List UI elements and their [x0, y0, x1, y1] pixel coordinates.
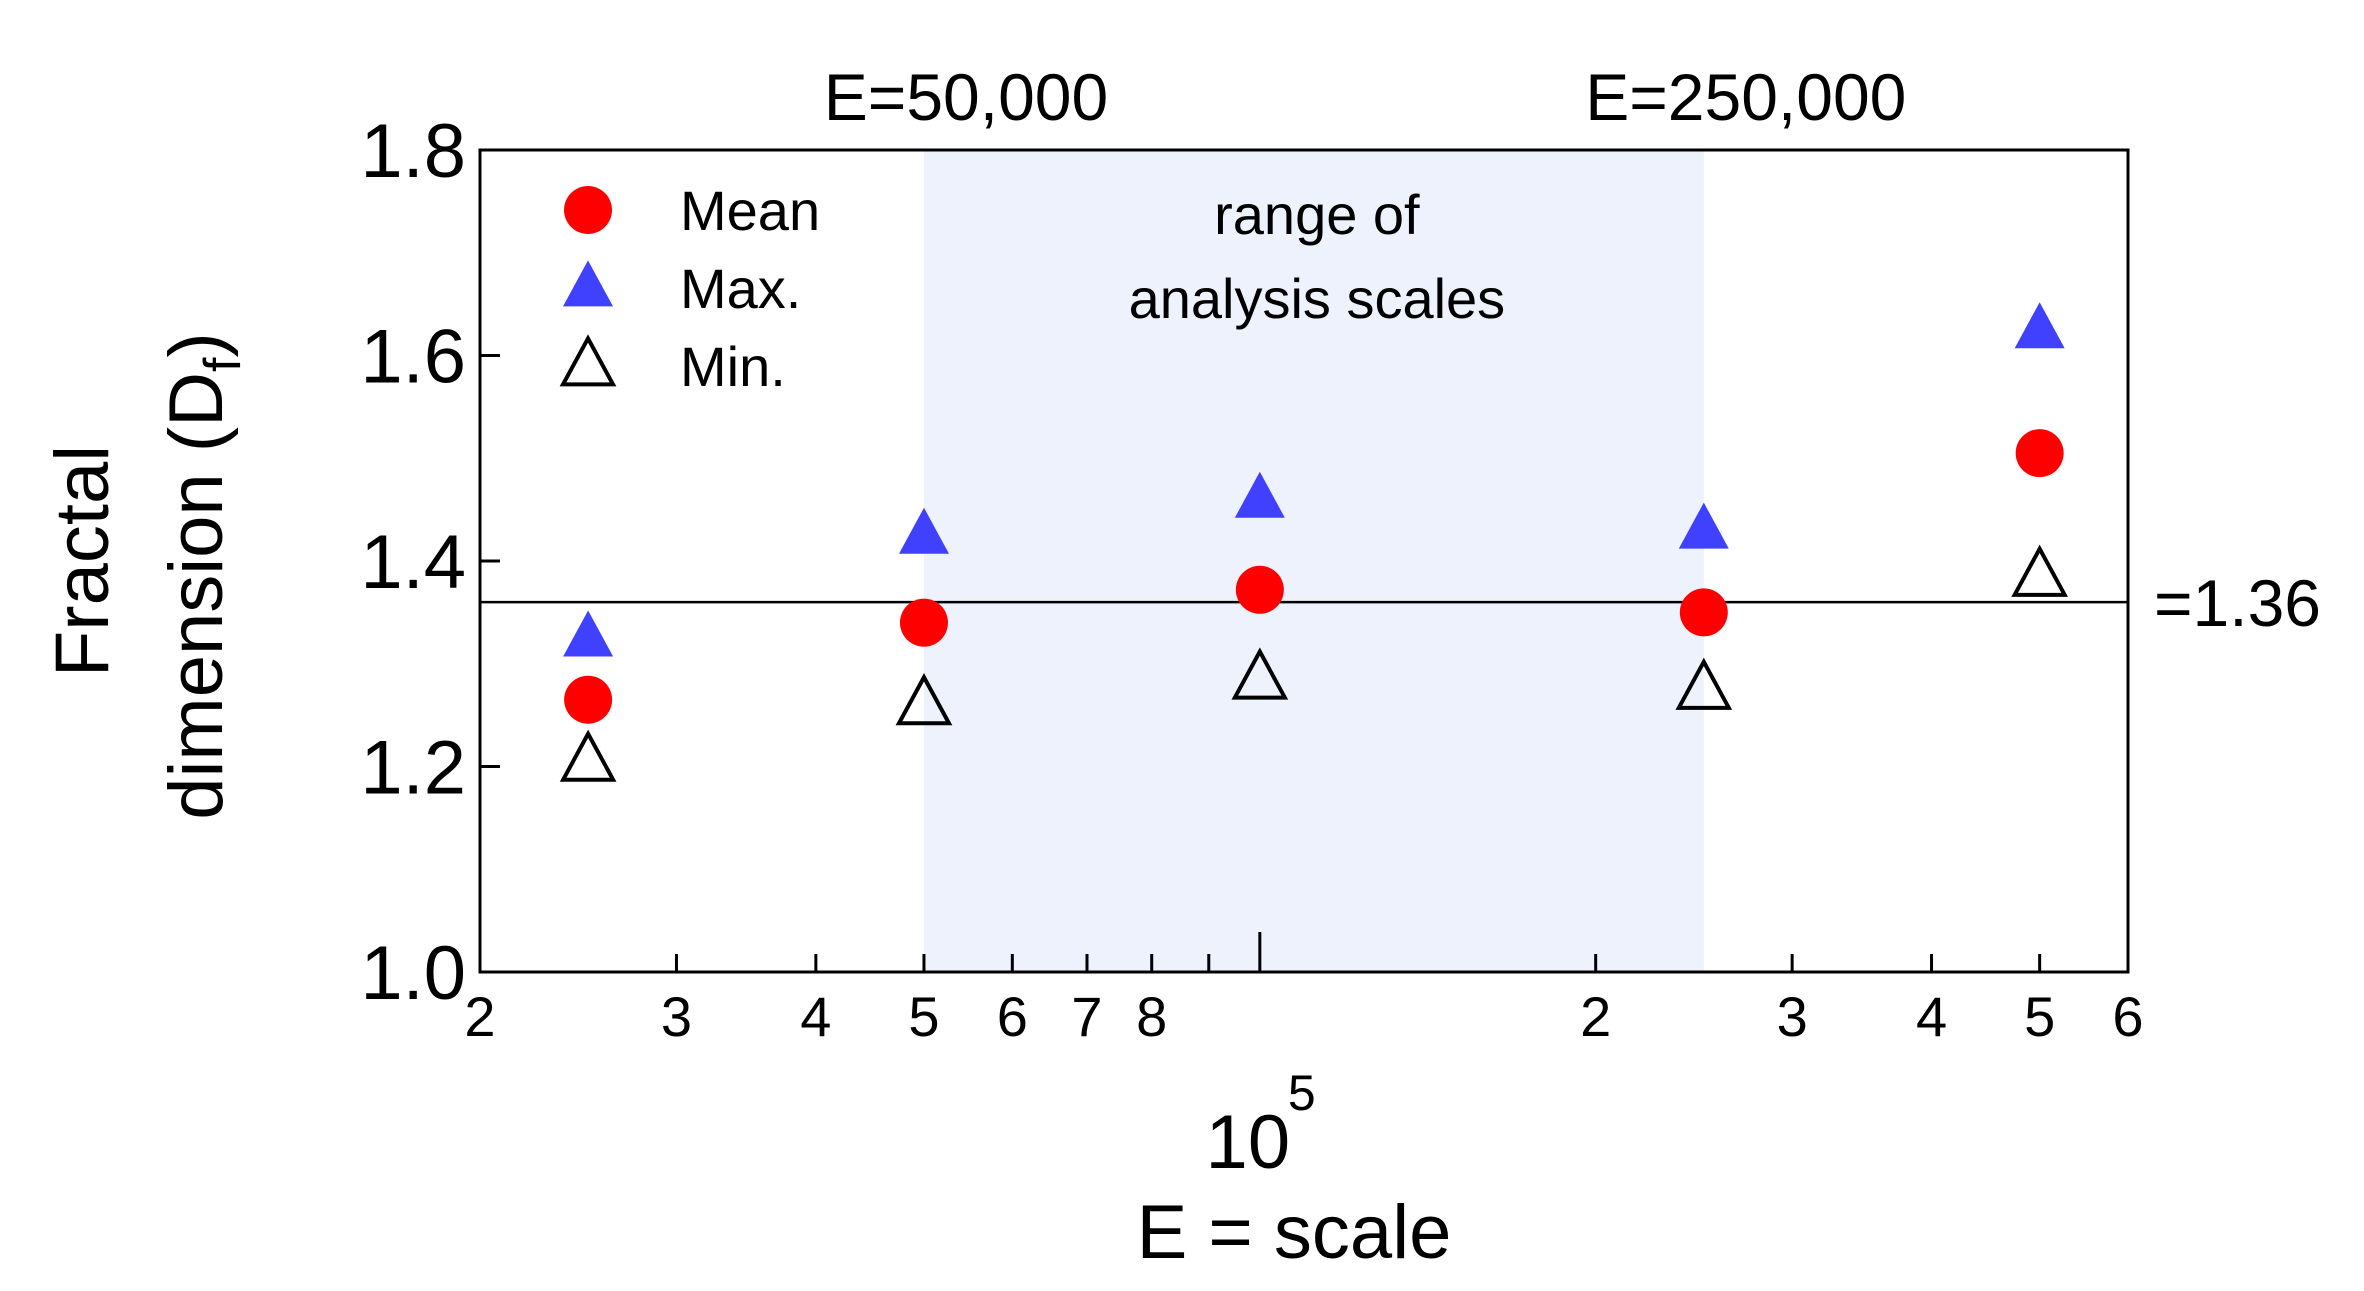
top-scale-label: E=250,000	[1585, 60, 1906, 134]
x-tick-label: 2	[464, 985, 495, 1048]
min-point	[895, 673, 953, 726]
legend-label-max: Max.	[680, 257, 801, 320]
y-axis-label-line1: Fractal	[40, 445, 125, 677]
y-axis-label-subscript: f	[194, 357, 252, 372]
x-decade-label: 10 5	[1206, 1065, 1316, 1185]
legend-marker-min	[559, 334, 617, 387]
range-label-line2: analysis scales	[1129, 267, 1506, 330]
x-tick-label: 5	[2024, 985, 2055, 1048]
max-point	[898, 507, 949, 554]
x-axis-label: E = scale	[1137, 1190, 1452, 1275]
range-label-line1: range of	[1214, 183, 1420, 246]
min-point	[1231, 647, 1289, 700]
legend-marker-mean	[564, 186, 612, 234]
mean-point	[899, 598, 948, 647]
max-point	[1678, 502, 1729, 549]
y-axis-label-main: dimension (D	[154, 372, 239, 820]
y-tick-label: 1.6	[360, 315, 466, 400]
mean-point	[1679, 588, 1728, 637]
x-tick-label: 4	[1916, 985, 1947, 1048]
min-point	[1675, 657, 1733, 710]
y-axis-ticks: 1.0 1.2 1.4 1.6 1.8	[360, 109, 500, 1016]
x-tick-label: 8	[1136, 985, 1167, 1048]
max-point	[2014, 302, 2065, 349]
mean-point	[1235, 565, 1284, 614]
x-tick-label: 3	[1777, 985, 1808, 1048]
y-tick-label: 1.4	[360, 520, 466, 605]
y-tick-label: 1.2	[360, 726, 466, 811]
reference-line-label: =1.36	[2154, 566, 2321, 640]
top-labels: E=50,000 E=250,000	[824, 60, 1907, 134]
min-point	[2011, 544, 2069, 597]
x-tick-label: 3	[661, 985, 692, 1048]
x-tick-label: 4	[800, 985, 831, 1048]
top-scale-label: E=50,000	[824, 60, 1108, 134]
x-tick-label: 7	[1071, 985, 1102, 1048]
x-tick-label: 6	[2112, 985, 2143, 1048]
y-axis-label-close: )	[154, 332, 239, 357]
legend: Mean Max. Min.	[559, 179, 820, 398]
mean-point	[564, 675, 613, 724]
mean-point	[2015, 429, 2064, 478]
x-tick-label: 6	[997, 985, 1028, 1048]
decade-base: 10	[1206, 1100, 1291, 1185]
min-point	[559, 729, 617, 782]
x-tick-label: 2	[1580, 985, 1611, 1048]
x-tick-label: 5	[908, 985, 939, 1048]
y-tick-label: 1.8	[360, 109, 466, 194]
decade-exponent: 5	[1288, 1065, 1316, 1121]
y-tick-label: 1.0	[360, 931, 466, 1016]
y-axis-label: Fractal dimension (Df)	[40, 332, 252, 820]
legend-label-min: Min.	[680, 335, 786, 398]
shaded-range	[923, 150, 1704, 972]
legend-marker-max	[563, 260, 613, 307]
data-points	[559, 302, 2069, 782]
legend-label-mean: Mean	[680, 179, 820, 242]
y-axis-label-line2: dimension (Df)	[154, 332, 252, 820]
max-point	[1234, 471, 1285, 518]
max-point	[563, 610, 614, 657]
